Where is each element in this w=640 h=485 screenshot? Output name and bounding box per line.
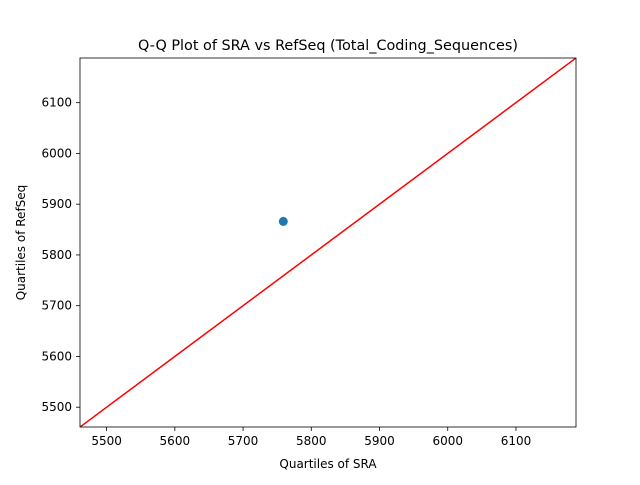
y-axis-label: Quartiles of RefSeq xyxy=(14,185,28,301)
x-axis-label: Quartiles of SRA xyxy=(279,457,377,471)
x-tick-label: 5900 xyxy=(364,434,395,448)
y-tick-label: 5900 xyxy=(41,197,72,211)
reference-line xyxy=(80,58,576,427)
x-axis-ticks: 5500 5600 5700 5800 5900 6000 6100 xyxy=(91,427,531,448)
y-tick-label: 5600 xyxy=(41,349,72,363)
y-axis-ticks: 5500 5600 5700 5800 5900 6000 6100 xyxy=(41,96,80,414)
y-tick-label: 5500 xyxy=(41,400,72,414)
x-tick-label: 5800 xyxy=(296,434,327,448)
y-tick-label: 6100 xyxy=(41,96,72,110)
x-tick-label: 5500 xyxy=(91,434,122,448)
axes-frame xyxy=(79,57,577,428)
x-tick-label: 6100 xyxy=(501,434,532,448)
y-tick-label: 5700 xyxy=(41,299,72,313)
plot-area xyxy=(80,58,576,427)
y-tick-label: 5800 xyxy=(41,248,72,262)
chart-title: Q-Q Plot of SRA vs RefSeq (Total_Coding_… xyxy=(138,38,518,54)
x-tick-label: 6000 xyxy=(432,434,463,448)
data-point xyxy=(278,216,288,226)
x-tick-label: 5600 xyxy=(160,434,191,448)
x-tick-label: 5700 xyxy=(228,434,259,448)
y-tick-label: 6000 xyxy=(41,146,72,160)
